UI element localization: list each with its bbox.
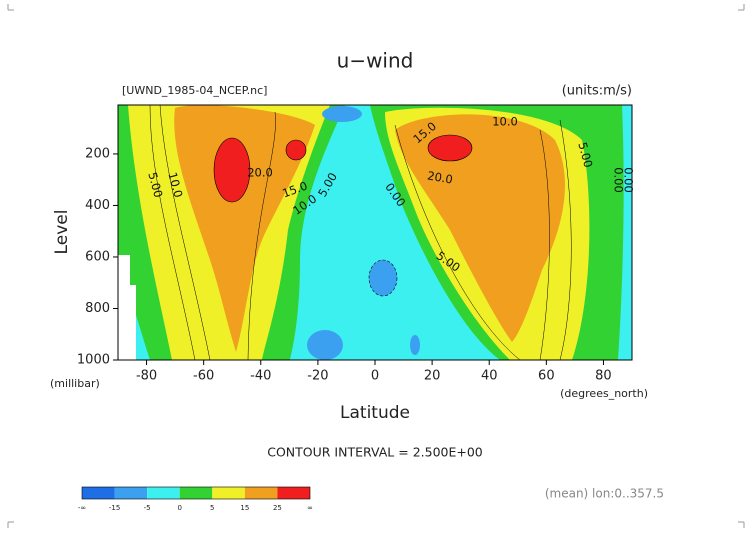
x-tick-label: 60	[538, 369, 555, 384]
subtitle-right: (units:m/s)	[562, 84, 632, 99]
y-unit: (millibar)	[50, 377, 100, 390]
corner-marks	[7, 4, 745, 528]
footer: CONTOUR INTERVAL = 2.500E+00	[267, 445, 483, 460]
colorbar-label: ∞	[307, 504, 313, 512]
contour-fill	[322, 106, 362, 122]
contour-fill	[410, 335, 420, 355]
colorbar-swatch	[244, 487, 278, 499]
colorbar-label: 5	[210, 504, 214, 512]
x-tick-label: 20	[424, 369, 441, 384]
x-axis-title: Latitude	[340, 403, 410, 423]
colorbar-swatch	[179, 487, 213, 499]
colorbar-swatch	[114, 487, 148, 499]
contour-fill	[285, 139, 307, 161]
contour-label: 5.00	[145, 171, 165, 199]
mean-note: (mean) lon:0..357.5	[545, 487, 664, 501]
colorbar-label: 0	[177, 504, 181, 512]
colorbar-label: -5	[144, 504, 151, 512]
contour-label: 10.0	[165, 171, 185, 199]
x-tick-label: -40	[250, 369, 271, 384]
contour-fill	[368, 259, 398, 297]
y-tick-label: 800	[85, 301, 110, 316]
axes	[113, 153, 604, 365]
colorbar-swatch	[147, 487, 180, 499]
missing-data	[118, 285, 136, 360]
colorbar-label: -15	[109, 504, 120, 512]
x-tick-label: 40	[481, 369, 498, 384]
contour-fill	[307, 330, 343, 360]
contour-label: 0.00	[612, 167, 626, 193]
colorbar-swatch	[277, 487, 310, 499]
contour-field	[118, 104, 632, 361]
y-tick-label: 400	[85, 198, 110, 213]
contour-lines	[149, 104, 572, 361]
x-tick-label: 0	[371, 369, 379, 384]
contour-fill	[395, 114, 565, 342]
x-tick-label: -60	[193, 369, 214, 384]
colorbar-label: 25	[273, 504, 282, 512]
colorbar-label: -∞	[78, 504, 86, 512]
contour-fill	[213, 137, 251, 203]
colorbar-swatch	[212, 487, 245, 499]
missing-data	[118, 255, 130, 285]
x-tick-label: -20	[307, 369, 328, 384]
y-tick-label: 200	[85, 146, 110, 161]
contour-label: 10.0	[492, 115, 518, 129]
colorbar-label: 15	[240, 504, 249, 512]
x-tick-label: 80	[595, 369, 612, 384]
contour-fill	[427, 134, 473, 162]
contour-label: 0.00	[622, 167, 636, 193]
chart-title: u−wind	[337, 49, 414, 73]
y-tick-label: 1000	[77, 353, 110, 368]
contour-label: 20.0	[247, 166, 273, 180]
contour-label: 20.0	[426, 168, 454, 186]
y-axis-title: Level	[52, 210, 72, 255]
x-tick-label: -80	[136, 369, 157, 384]
y-tick-label: 600	[85, 249, 110, 264]
contour-label: 5.00	[575, 141, 595, 169]
x-unit: (degrees_north)	[560, 387, 648, 400]
contour-fill	[174, 105, 315, 352]
subtitle-left: [UWND_1985-04_NCEP.nc]	[122, 84, 267, 97]
colorbar-swatch	[82, 487, 115, 499]
colorbar-frame	[81, 486, 311, 500]
